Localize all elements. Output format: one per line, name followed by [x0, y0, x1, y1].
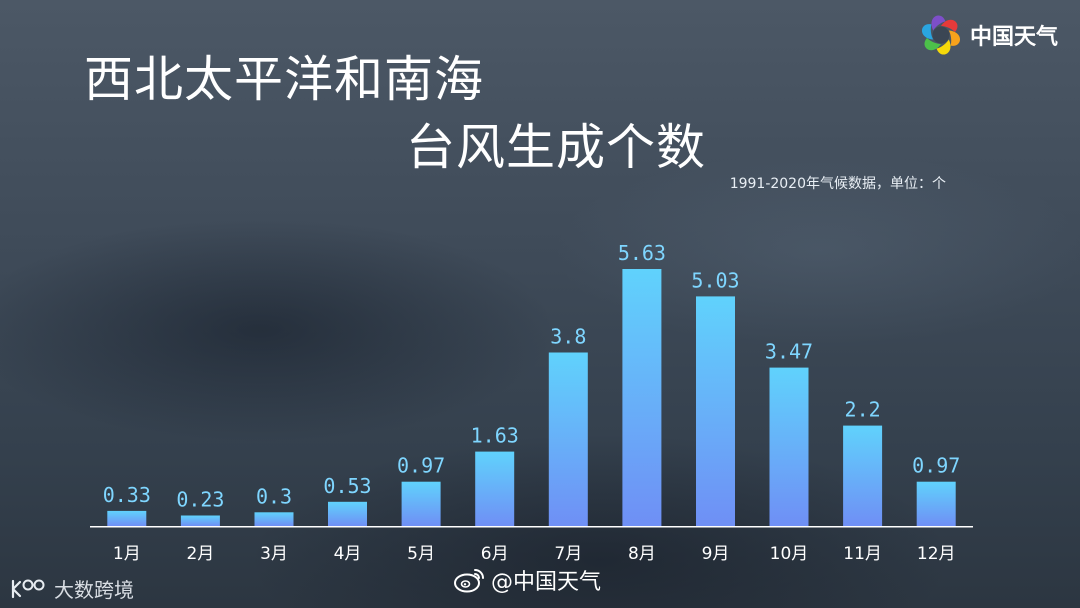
- value-label-4: 0.53: [323, 474, 371, 498]
- bar-6: [475, 451, 515, 526]
- brand-logo: 中国天气: [918, 12, 1058, 58]
- chart-subtitle: 台风生成个数: [406, 119, 707, 176]
- logo-petal: [948, 30, 961, 46]
- x-tick-label-8: 8月: [628, 544, 656, 564]
- watermark: 大数跨境: [10, 574, 134, 603]
- value-label-7: 3.8: [550, 325, 586, 349]
- bar-2: [180, 515, 220, 526]
- x-tick-label-12: 12月: [917, 544, 956, 564]
- logo-petal: [940, 19, 958, 32]
- data-note: 1991-2020年气候数据，单位：个: [729, 176, 946, 192]
- value-label-8: 5.63: [618, 241, 666, 265]
- bar-3: [254, 512, 294, 526]
- bar-12: [916, 481, 956, 526]
- bar-5: [401, 481, 441, 526]
- value-label-12: 0.97: [912, 454, 960, 478]
- bar-1: [107, 510, 147, 526]
- bar-4: [328, 501, 367, 526]
- value-label-1: 0.33: [103, 483, 151, 507]
- dashujk-logo-icon: [11, 579, 45, 598]
- bar-9: [696, 296, 735, 526]
- x-tick-label-9: 9月: [702, 544, 730, 564]
- value-label-11: 2.2: [845, 398, 881, 422]
- bar-11: [843, 425, 883, 526]
- value-label-9: 5.03: [691, 268, 739, 292]
- value-label-10: 3.47: [765, 340, 813, 364]
- watermark-text: 大数跨境: [54, 578, 134, 602]
- weibo-icon: [454, 569, 484, 593]
- chart-title: 西北太平洋和南海: [84, 51, 485, 108]
- value-label-6: 1.63: [471, 424, 519, 448]
- bar-10: [769, 367, 809, 526]
- logo-petal: [924, 38, 941, 51]
- x-tick-label-1: 1月: [113, 544, 141, 564]
- value-label-5: 0.97: [397, 454, 445, 478]
- x-tick-label-3: 3月: [260, 544, 288, 564]
- logo-petal: [921, 24, 934, 40]
- x-tick-label-11: 11月: [843, 544, 882, 564]
- bar-8: [622, 269, 662, 526]
- bar-7: [548, 352, 588, 526]
- logo-petal: [931, 15, 946, 31]
- weibo-handle-text: @中国天气: [491, 570, 602, 595]
- value-label-3: 0.3: [256, 484, 292, 508]
- x-tick-label-2: 2月: [186, 544, 214, 564]
- logo-petal: [936, 39, 951, 55]
- weibo-handle: @中国天气: [453, 564, 601, 596]
- x-tick-label-5: 5月: [407, 544, 435, 564]
- value-label-2: 0.23: [176, 488, 224, 512]
- x-tick-label-10: 10月: [770, 544, 809, 564]
- x-tick-label-7: 7月: [554, 544, 582, 564]
- cma-logo-icon: [921, 15, 961, 55]
- x-tick-label-6: 6月: [481, 544, 509, 564]
- brand-name: 中国天气: [969, 25, 1058, 50]
- x-tick-label-4: 4月: [334, 544, 362, 564]
